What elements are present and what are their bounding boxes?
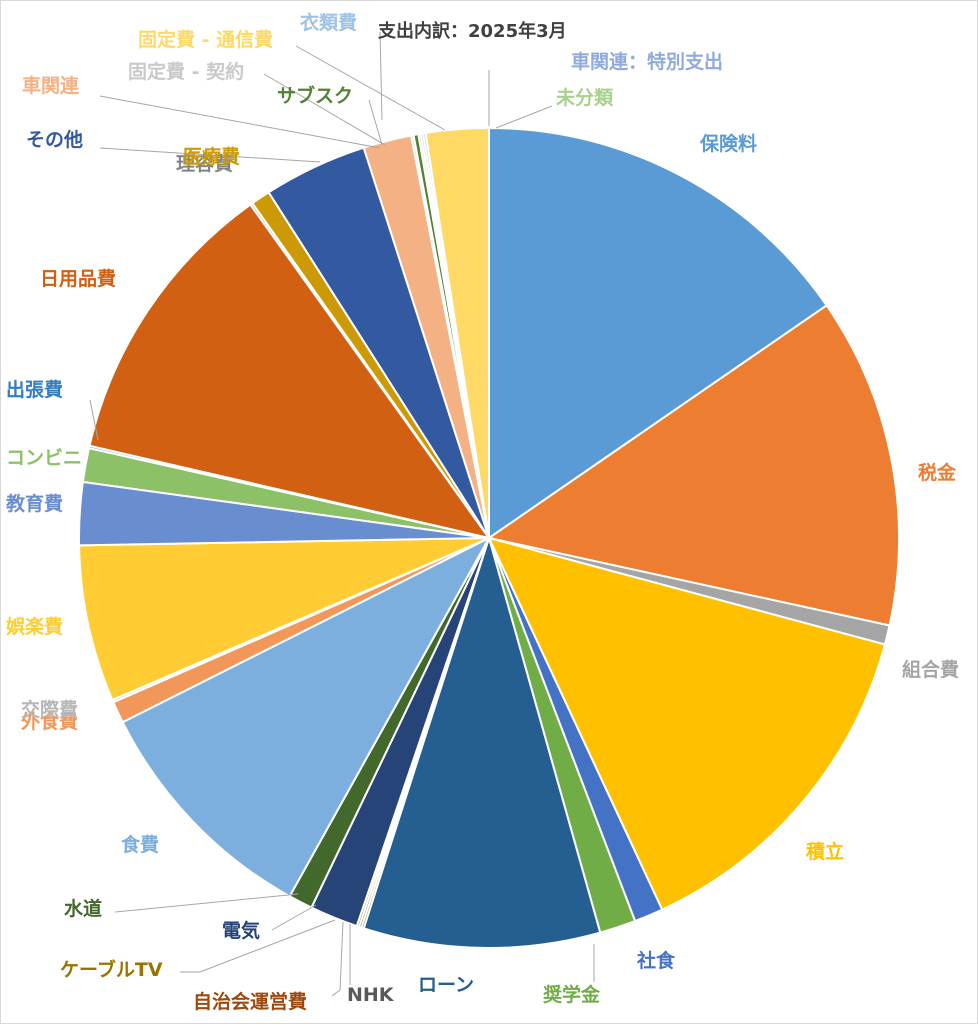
- pie-slices: [78, 126, 900, 949]
- pie-slice-29: [424, 126, 490, 539]
- leader-line-25: [368, 99, 383, 146]
- pie-slice-15: [78, 537, 490, 702]
- leader-line-18: [89, 399, 99, 441]
- slice-label-9: ケーブルTV: [60, 958, 163, 981]
- slice-label-29: 未分類: [555, 86, 614, 109]
- slice-label-6: ローン: [418, 974, 474, 996]
- pie-slice-3: [487, 536, 887, 911]
- pie-slice-12: [121, 535, 492, 898]
- slice-label-20: 理容費: [176, 152, 233, 175]
- leader-lines: [89, 31, 595, 997]
- leader-line-27: [379, 31, 383, 121]
- slice-label-16: 教育費: [6, 492, 63, 515]
- slice-label-4: 社食: [636, 949, 676, 972]
- slice-label-17: コンビニ: [6, 447, 82, 469]
- slice-label-22: その他: [26, 128, 83, 151]
- slice-label-14: 交際費: [21, 698, 78, 721]
- slice-label-13: 外食費: [21, 710, 78, 733]
- pie-slice-1: [486, 304, 900, 627]
- slice-label-28: 車関連：特別支出: [571, 50, 723, 73]
- leader-line-8: [331, 921, 344, 997]
- leader-line-23: [99, 95, 381, 149]
- slice-label-1: 税金: [918, 461, 957, 484]
- pie-slice-0: [488, 126, 829, 540]
- slice-label-15: 娯楽費: [6, 615, 63, 638]
- slice-label-23: 車関連: [22, 74, 80, 97]
- leader-line-29: [495, 105, 553, 129]
- pie-slice-6: [362, 534, 602, 949]
- slice-label-26: 固定費 - 通信費: [138, 28, 273, 51]
- slice-label-21: 医療費: [183, 145, 240, 168]
- leader-line-10: [271, 904, 317, 931]
- slice-label-27: 衣類費: [300, 11, 357, 34]
- slice-label-11: 水道: [64, 897, 102, 920]
- slice-label-19: 日用品費: [40, 267, 116, 290]
- slice-label-18: 出張費: [6, 378, 63, 401]
- slice-label-8: 自治会運営費: [193, 990, 307, 1013]
- slice-label-3: 積立: [806, 840, 844, 863]
- pie-slice-19: [88, 203, 492, 540]
- leader-line-22: [99, 147, 321, 163]
- slice-label-10: 電気: [222, 919, 260, 942]
- leader-line-24: [263, 73, 386, 146]
- leader-line-26: [295, 45, 446, 131]
- slice-label-12: 食費: [121, 833, 159, 856]
- leader-line-9: [180, 919, 336, 973]
- slice-label-0: 保険料: [699, 132, 757, 155]
- chart-title: 支出内訳：2025年3月: [377, 20, 567, 42]
- slice-label-2: 組合費: [902, 658, 959, 681]
- slice-label-24: 固定費 - 契約: [128, 60, 244, 83]
- leader-line-11: [114, 893, 299, 913]
- slice-label-25: サブスク: [277, 84, 353, 107]
- slice-label-7: NHK: [347, 984, 395, 1006]
- slice-label-5: 奨学金: [542, 983, 601, 1006]
